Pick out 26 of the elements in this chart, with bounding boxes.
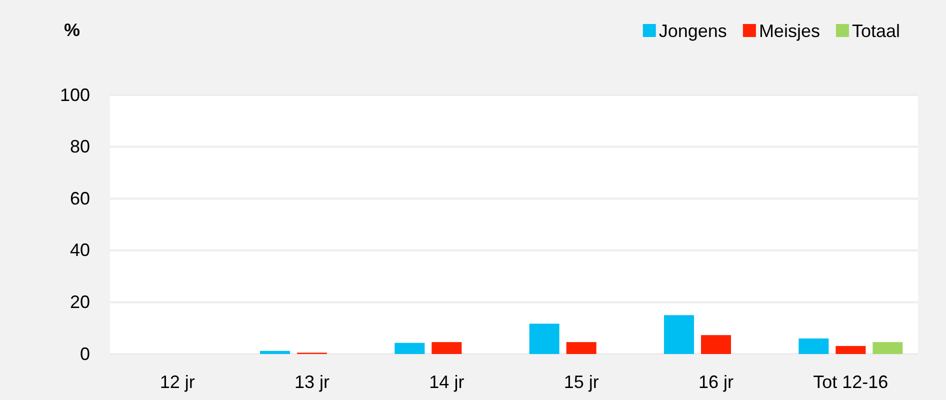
- bar: [260, 350, 290, 354]
- y-tick-label: 100: [60, 84, 90, 105]
- x-tick-label: Tot 12-16: [813, 372, 888, 392]
- legend-label: Jongens: [658, 21, 727, 41]
- x-tick-label: 15 jr: [564, 372, 599, 392]
- x-tick-label: 16 jr: [698, 372, 734, 392]
- bar: [566, 342, 596, 354]
- bar: [432, 342, 462, 354]
- bar: [701, 335, 731, 354]
- bar: [394, 342, 425, 354]
- bar: [529, 324, 560, 354]
- x-tick-label: 13 jr: [294, 372, 330, 392]
- y-axis-title: %: [64, 20, 80, 40]
- bar: [872, 342, 903, 354]
- y-tick-label: 80: [70, 136, 90, 157]
- x-tick-label: 14 jr: [429, 372, 464, 392]
- y-tick-label: 60: [70, 188, 90, 208]
- bar: [664, 315, 694, 354]
- y-tick-label: 40: [70, 240, 90, 260]
- y-tick-label: 20: [70, 292, 90, 312]
- legend-label: Totaal: [852, 21, 900, 41]
- bar: [798, 338, 829, 354]
- x-tick-label: 12 jr: [160, 372, 195, 392]
- legend-label: Meisjes: [758, 21, 820, 41]
- y-tick-label: 0: [80, 344, 90, 364]
- bar: [836, 346, 866, 354]
